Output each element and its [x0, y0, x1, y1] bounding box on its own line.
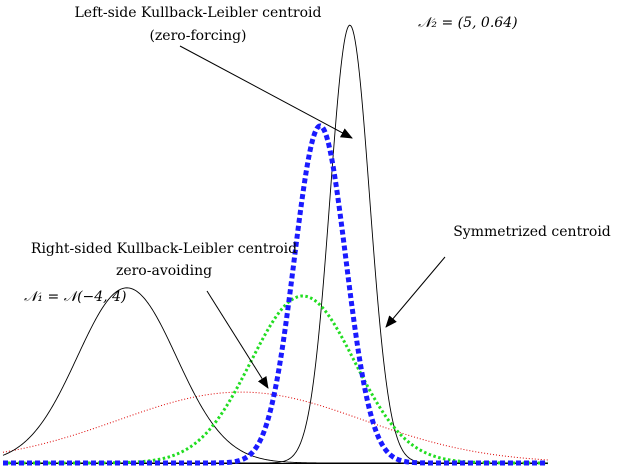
symmetrized-label: Symmetrized centroid	[453, 224, 611, 240]
left-kl-label-line1: Left-side Kullback-Leibler centroid	[75, 5, 322, 21]
symmetrized-arrow	[385, 256, 446, 328]
curve-series-4	[2, 391, 549, 461]
curves-group	[2, 24, 549, 466]
left-kl-arrow	[179, 45, 353, 139]
curve-series-0	[2, 287, 548, 464]
right-kl-label-line2: zero-avoiding	[116, 263, 212, 279]
right-kl-arrow	[206, 290, 269, 389]
n2-label: 𝒩₂ = (5, 0.64)	[418, 15, 518, 31]
curve-series-2	[3, 123, 548, 466]
left-kl-label-line2: (zero-forcing)	[149, 28, 246, 44]
n1-label: 𝒩₁ = 𝒩(−4, 4)	[24, 289, 126, 305]
right-kl-label-line1: Right-sided Kullback-Leibler centroid	[31, 241, 297, 257]
